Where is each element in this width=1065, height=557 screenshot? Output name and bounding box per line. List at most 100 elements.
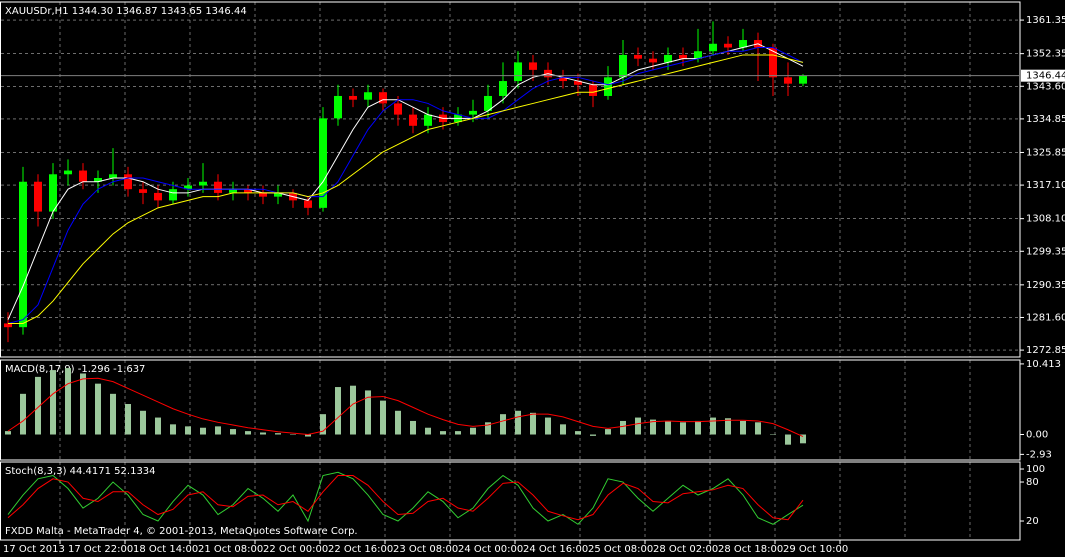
macd-bar	[290, 434, 296, 436]
candle-body	[499, 81, 507, 96]
macd-bar	[800, 434, 806, 444]
candle-body	[139, 189, 147, 193]
candle-body	[484, 95, 492, 111]
x-tick-label: 22 Oct 00:00	[263, 544, 328, 555]
candle-body	[334, 95, 342, 119]
candle-body	[634, 54, 642, 59]
candle-body	[424, 114, 432, 126]
macd-bar	[260, 432, 266, 435]
candle-body	[694, 51, 702, 59]
candle-body	[469, 110, 477, 115]
y-tick-label: 1343.60	[1026, 81, 1065, 92]
candle-body	[379, 92, 387, 104]
candle-body	[529, 62, 537, 70]
macd-bar	[95, 383, 101, 435]
macd-bar	[305, 434, 311, 437]
y-tick-label: 1290.35	[1026, 280, 1065, 291]
candle-body	[109, 174, 117, 179]
panel-frame	[0, 359, 1021, 461]
panel-title: Stoch(8,3,3) 44.4171 52.1334	[5, 466, 156, 477]
candle-body	[679, 54, 687, 59]
panel-title: XAUUSDr,H1 1344.30 1346.87 1343.65 1346.…	[5, 6, 247, 17]
candle-body	[604, 77, 612, 96]
macd-bar	[725, 418, 731, 435]
x-tick-label: 28 Oct 02:00	[653, 544, 718, 555]
y-tick-label: 0.00	[1026, 430, 1048, 441]
y-tick-label: 1272.85	[1026, 345, 1065, 356]
x-tick-label: 22 Oct 16:00	[328, 544, 393, 555]
macd-bar	[410, 420, 416, 435]
candle-body	[274, 192, 282, 197]
macd-bar	[710, 417, 716, 435]
stoch-line	[7, 471, 804, 525]
candle-body	[394, 103, 402, 115]
macd-bar	[125, 404, 131, 435]
macd-bar	[350, 385, 356, 435]
candle-body	[199, 181, 207, 186]
y-tick-label: 1352.35	[1026, 49, 1065, 60]
candle-body	[649, 58, 657, 63]
y-tick-label: 100	[1026, 464, 1045, 475]
macd-bar	[140, 410, 146, 435]
x-tick-label: 25 Oct 08:00	[588, 544, 653, 555]
signal-line	[7, 377, 804, 437]
moving-average	[8, 54, 804, 324]
candle-body	[244, 189, 252, 193]
candle-body	[784, 77, 792, 84]
macd-bar	[560, 424, 566, 435]
moving-average	[7, 43, 804, 320]
candle-body	[124, 174, 132, 190]
macd-bar	[20, 393, 26, 435]
y-tick-label: 10.413	[1026, 359, 1061, 370]
x-tick-label: 28 Oct 18:00	[718, 544, 783, 555]
macd-bar	[425, 427, 431, 435]
candle-body	[514, 62, 522, 82]
macd-bar	[155, 417, 161, 435]
candle-body	[34, 181, 42, 212]
x-tick-label: 18 Oct 14:00	[133, 544, 198, 555]
stoch-line	[7, 475, 804, 521]
y-tick-label: 1281.60	[1026, 312, 1065, 323]
y-tick-label: 80	[1026, 477, 1039, 488]
y-tick-label: 1308.10	[1026, 214, 1065, 225]
candle-body	[574, 81, 582, 85]
y-tick-label: 1317.10	[1026, 180, 1065, 191]
price-box	[1021, 69, 1065, 82]
macd-bar	[545, 417, 551, 435]
candle-body	[304, 200, 312, 208]
macd-bar	[50, 370, 56, 435]
x-tick-label: 17 Oct 22:00	[68, 544, 133, 555]
current-price: 1346.44	[1026, 71, 1065, 82]
macd-bar	[785, 434, 791, 445]
y-tick-label: -2.93	[1026, 449, 1052, 460]
macd-bar	[770, 434, 776, 436]
panel-frame	[0, 1, 1021, 358]
macd-bar	[80, 373, 86, 435]
macd-bar	[530, 412, 536, 435]
macd-bar	[230, 429, 236, 435]
macd-bar	[200, 427, 206, 435]
candle-body	[589, 84, 597, 96]
candle-body	[154, 192, 162, 201]
macd-bar	[755, 422, 761, 435]
macd-bar	[395, 410, 401, 435]
candle-body	[799, 75, 807, 84]
candle-body	[409, 114, 417, 126]
candle-body	[4, 323, 12, 328]
moving-average	[7, 46, 804, 324]
macd-bar	[380, 400, 386, 435]
macd-bar	[320, 414, 326, 435]
macd-bar	[605, 429, 611, 435]
macd-bar	[440, 431, 446, 435]
candle-body	[709, 43, 717, 52]
x-tick-label: 17 Oct 2013	[3, 544, 65, 555]
x-tick-label: 23 Oct 08:00	[393, 544, 458, 555]
macd-bar	[500, 414, 506, 435]
x-tick-label: 29 Oct 10:00	[783, 544, 848, 555]
macd-bar	[455, 431, 461, 435]
macd-bar	[680, 422, 686, 435]
panel-frame	[0, 461, 1021, 541]
macd-bar	[515, 410, 521, 435]
x-tick-label: 21 Oct 08:00	[198, 544, 263, 555]
